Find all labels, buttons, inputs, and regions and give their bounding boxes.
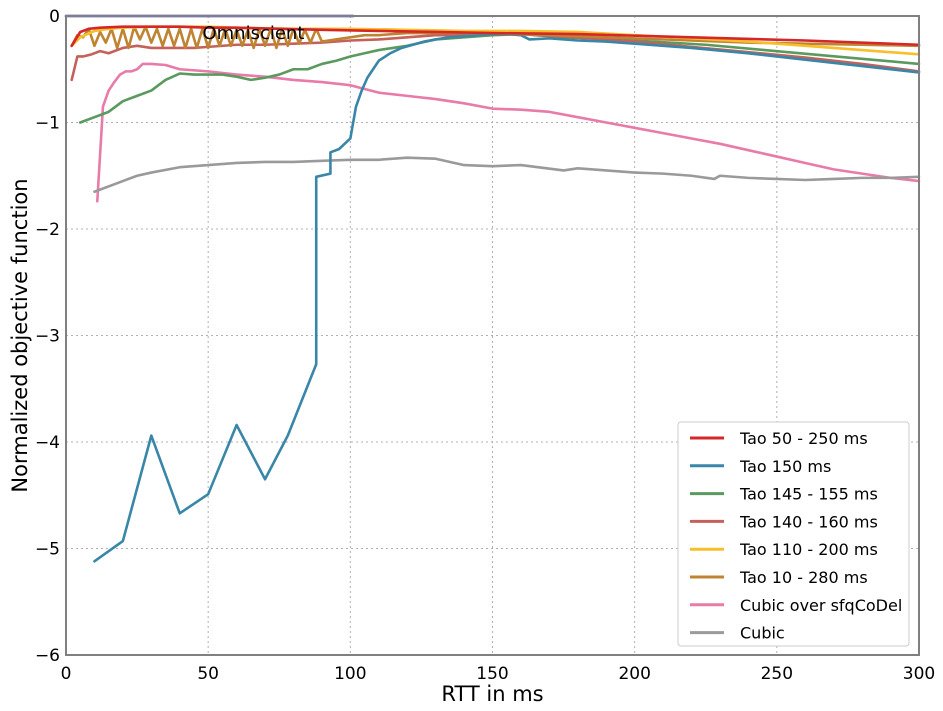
x-tick-label: 150	[476, 664, 508, 684]
x-tick-label: 100	[334, 664, 366, 684]
legend-label: Tao 50 - 250 ms	[739, 429, 868, 448]
y-tick-label: 0	[49, 7, 60, 27]
y-tick-label: −5	[35, 540, 60, 560]
legend-label: Tao 10 - 280 ms	[739, 568, 868, 587]
x-tick-label: 0	[61, 664, 72, 684]
legend-label: Tao 110 - 200 ms	[739, 540, 878, 559]
legend-box	[677, 421, 910, 647]
series-layer	[64, 14, 921, 563]
legend-label: Tao 150 ms	[739, 457, 831, 476]
y-tick-label: −4	[35, 433, 60, 453]
y-tick-label: −6	[35, 646, 60, 666]
x-tick-label: 300	[903, 664, 935, 684]
legend-label: Cubic	[740, 624, 785, 643]
series-line	[70, 25, 921, 56]
x-tick-label: 200	[618, 664, 650, 684]
series-line	[93, 156, 921, 194]
series-line	[70, 32, 921, 82]
legend-label: Cubic over sfqCoDel	[740, 596, 902, 615]
legend-label: Tao 140 - 160 ms	[739, 512, 878, 531]
legend-label: Tao 145 - 155 ms	[739, 485, 878, 504]
x-tick-label: 250	[761, 664, 793, 684]
series-line	[70, 25, 921, 48]
x-axis-label: RTT in ms	[441, 682, 543, 706]
tick-labels: 0 50 100 150 200 250 300 0 −1 −2 −3 −4 −5 −6	[35, 7, 935, 684]
series-line	[95, 62, 921, 203]
y-axis-label: Normalized objective function	[8, 178, 32, 492]
x-tick-label: 50	[197, 664, 219, 684]
annotations: Omniscient	[202, 23, 304, 44]
y-tick-label: −2	[35, 220, 60, 240]
plot-frame	[65, 15, 920, 656]
legend: Tao 50 - 250 ms Tao 150 ms Tao 145 - 155 m…	[677, 421, 910, 647]
y-tick-label: −1	[35, 114, 60, 134]
grid	[66, 16, 919, 655]
annotation-label: Omniscient	[202, 23, 304, 44]
series-line	[93, 32, 921, 563]
y-tick-label: −3	[35, 327, 60, 347]
